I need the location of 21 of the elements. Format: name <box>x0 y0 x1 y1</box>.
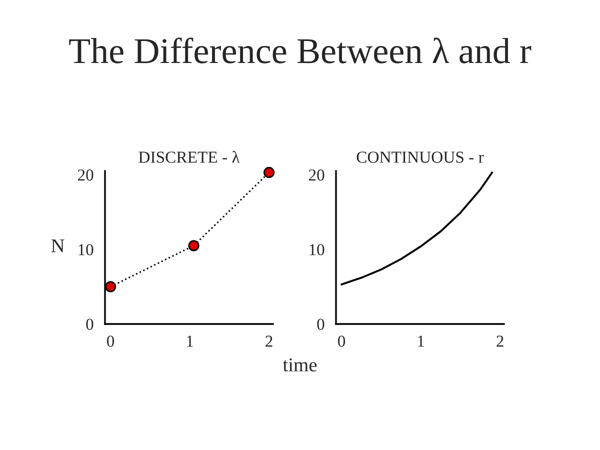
x-axis-title: time <box>282 358 317 372</box>
y-tick-label: 20 <box>78 169 94 181</box>
x-tick-label: 0 <box>107 336 114 347</box>
y-tick-label: 0 <box>317 318 324 330</box>
y-tick-label: 10 <box>78 244 94 256</box>
point <box>104 281 116 292</box>
point <box>263 166 275 178</box>
line-series <box>340 172 494 286</box>
y-tick-label: 0 <box>86 318 94 330</box>
y-tick-label: 10 <box>310 244 324 256</box>
chart-title: CONTINUOUS - r <box>356 152 484 163</box>
x-tick-label: 1 <box>187 336 193 347</box>
point <box>188 240 200 252</box>
chart-title: DISCRETE - λ <box>138 150 240 163</box>
x-tick-label: 0 <box>338 336 346 347</box>
y-tick-label: 20 <box>308 169 324 181</box>
x-tick-label: 2 <box>266 336 272 347</box>
text: The Difference Between λ and r <box>69 38 532 64</box>
x-tick-label: 1 <box>418 336 424 347</box>
x-tick-label: 2 <box>496 336 504 347</box>
y-axis-title: N <box>51 239 64 252</box>
